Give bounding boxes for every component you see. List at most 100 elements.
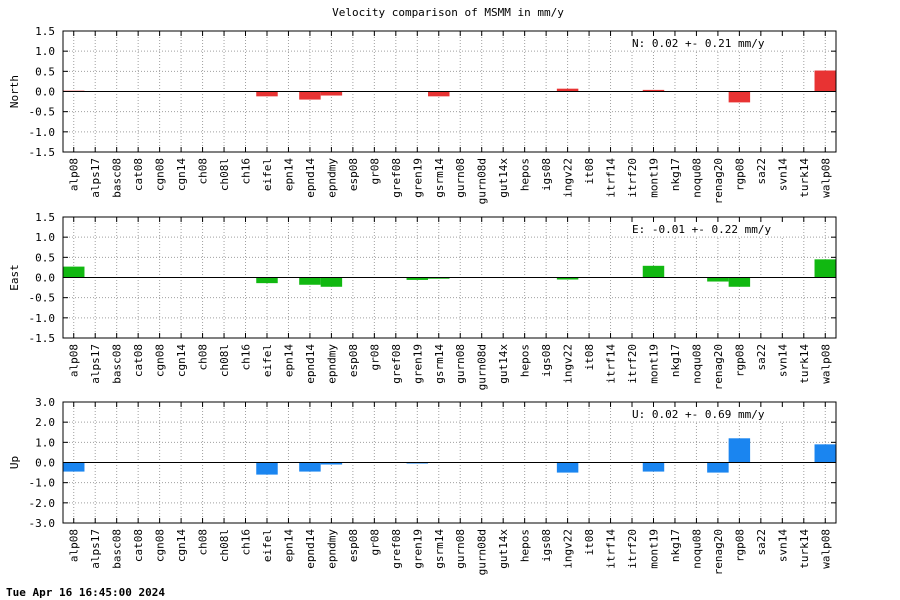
x-tick-label: alps17 <box>89 344 102 384</box>
x-tick-label: cgn08 <box>154 344 167 377</box>
x-tick-label: cat08 <box>132 158 145 191</box>
x-tick-label: epn14 <box>282 158 295 191</box>
x-tick-label: cgn08 <box>154 529 167 562</box>
y-tick-label: 0.0 <box>35 457 55 470</box>
bar-walp08 <box>814 70 836 92</box>
x-tick-label: gref08 <box>390 158 403 198</box>
timestamp-footer: Tue Apr 16 16:45:00 2024 <box>6 586 165 599</box>
x-tick-label: noqu08 <box>690 344 703 384</box>
annotation-bg <box>628 223 798 236</box>
panel-east: -1.5 -1.0 -0.5 0.0 0.5 1.0 1.5 E: -0.01 +- 0.22… <box>8 211 837 390</box>
x-tick-label: cgn14 <box>175 158 188 191</box>
bar-ingv22 <box>556 462 579 473</box>
chart-title: Velocity comparison of MSMM in mm/y <box>332 6 564 19</box>
x-tick-label: ingv22 <box>562 158 575 198</box>
bar-eifel <box>256 91 278 97</box>
x-tick-label: gref08 <box>390 529 403 569</box>
y-tick-label: 3.0 <box>35 396 55 409</box>
x-tick-label: sa22 <box>755 158 768 185</box>
x-tick-label: gren19 <box>411 158 424 198</box>
plot-frame <box>62 30 837 153</box>
x-tick-label: gut14x <box>497 344 510 384</box>
y-tick-label: 1.5 <box>35 211 55 224</box>
x-tick-label: sa22 <box>755 344 768 371</box>
x-tick-label: walp08 <box>819 344 832 384</box>
x-tick-label: ch16 <box>240 344 253 371</box>
x-tick-label: nkg17 <box>669 529 682 562</box>
annotation-bg <box>628 37 798 50</box>
y-tick-label: -1.0 <box>29 126 56 139</box>
x-tick-label: gurn08d <box>476 529 489 575</box>
x-tick-label: alp08 <box>68 344 81 377</box>
bar-mont19 <box>642 89 665 92</box>
y-tick-label: 1.0 <box>35 45 55 58</box>
x-tick-label: rgp08 <box>733 158 746 191</box>
bar-eifel <box>256 277 278 284</box>
x-tick-label: hepos <box>519 344 532 377</box>
bar-gren19 <box>406 277 429 280</box>
x-tick-label: rgp08 <box>733 344 746 377</box>
x-tick-label: eifel <box>261 529 274 562</box>
x-tick-label: itrf14 <box>605 529 618 569</box>
x-tick-label: gurn08 <box>454 344 467 384</box>
x-tick-label: renag20 <box>712 529 725 575</box>
bar-ingv22 <box>556 88 579 92</box>
x-tick-label: ch16 <box>240 529 253 556</box>
x-tick-label: gr08 <box>368 344 381 371</box>
x-tick-label: cgn14 <box>175 344 188 377</box>
x-tick-label: ingv22 <box>562 529 575 569</box>
x-tick-label: itrf20 <box>626 344 639 384</box>
x-tick-label: mont19 <box>647 529 660 569</box>
x-tick-label: alps17 <box>89 529 102 569</box>
x-tick-label: svn14 <box>776 158 789 191</box>
x-tick-label: basc08 <box>111 529 124 569</box>
bar-epndmy <box>320 91 343 96</box>
y-tick-label: -0.5 <box>29 292 56 305</box>
x-tick-label: ch08 <box>197 158 210 185</box>
x-tick-label: epn14 <box>282 529 295 562</box>
x-tick-label: ch08l <box>218 529 231 562</box>
y-tick-label: 0.0 <box>35 86 55 99</box>
x-tick-label: gut14x <box>497 529 510 569</box>
bar-walp08 <box>814 259 836 278</box>
bar-gsrm14 <box>428 91 450 97</box>
x-tick-label: gref08 <box>390 344 403 384</box>
bar-renag20 <box>707 462 729 473</box>
x-tick-label: cgn08 <box>154 158 167 191</box>
y-tick-label: -1.0 <box>29 477 56 490</box>
bar-epndmy <box>320 462 343 465</box>
panel-up: -3.0 -2.0 -1.0 0.0 1.0 2.0 3.0 U: 0.02 +- 0.69 … <box>8 396 837 575</box>
x-tick-label: renag20 <box>712 344 725 390</box>
y-axis-label: East <box>8 264 21 291</box>
y-tick-label: 0.5 <box>35 65 55 78</box>
x-tick-label: it08 <box>583 344 596 371</box>
y-tick-label: -1.5 <box>29 146 56 159</box>
x-tick-label: mont19 <box>647 158 660 198</box>
x-tick-label: gsrm14 <box>433 529 446 569</box>
x-tick-label: itrf14 <box>605 344 618 384</box>
x-tick-label: itrf14 <box>605 158 618 198</box>
x-tick-label: it08 <box>583 158 596 185</box>
x-tick-label: cgn14 <box>175 529 188 562</box>
x-tick-label: ch08l <box>218 158 231 191</box>
y-tick-label: -1.0 <box>29 312 56 325</box>
y-tick-label: -0.5 <box>29 106 56 119</box>
stats-annotation: N: 0.02 +- 0.21 mm/y <box>632 37 765 50</box>
x-tick-label: epnd14 <box>304 529 317 569</box>
annotation-bg <box>628 408 798 421</box>
x-tick-label: ch08 <box>197 344 210 371</box>
x-tick-label: itrf20 <box>626 529 639 569</box>
x-tick-label: walp08 <box>819 158 832 198</box>
x-tick-label: esp08 <box>347 158 360 191</box>
bar-mont19 <box>642 462 665 472</box>
x-tick-label: igs08 <box>540 158 553 191</box>
x-tick-label: epnd14 <box>304 158 317 198</box>
x-tick-label: gurn08d <box>476 344 489 390</box>
x-tick-label: turk14 <box>798 344 811 384</box>
x-tick-label: itrf20 <box>626 158 639 198</box>
x-tick-label: esp08 <box>347 344 360 377</box>
stats-annotation: U: 0.02 +- 0.69 mm/y <box>632 408 765 421</box>
bar-rgp08 <box>728 438 751 463</box>
x-tick-label: cat08 <box>132 529 145 562</box>
x-tick-label: gurn08d <box>476 158 489 204</box>
